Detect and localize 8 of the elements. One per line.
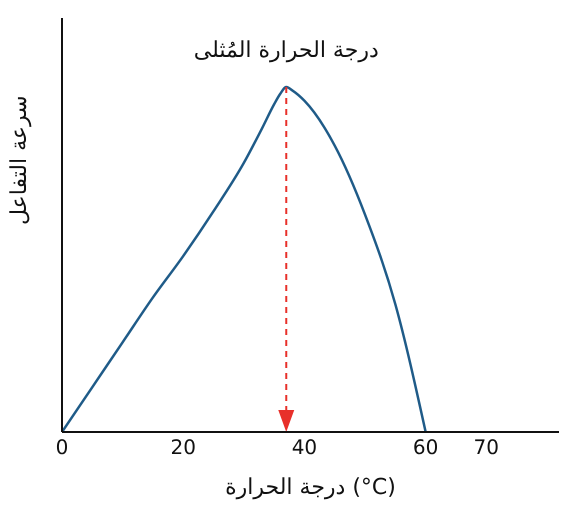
y-axis-title: سرعة التفاعل (6, 95, 32, 225)
annotation: درجة الحرارة المُثلى (194, 38, 379, 63)
x-tick-label: 60 (412, 435, 438, 460)
x-tick-label: 70 (474, 435, 499, 460)
x-tick-label: 40 (292, 435, 318, 460)
x-axis-title: درجة الحرارة (°C) (225, 475, 396, 500)
x-tick-label: 20 (170, 435, 196, 460)
x-tick-label: 0 (56, 435, 68, 460)
